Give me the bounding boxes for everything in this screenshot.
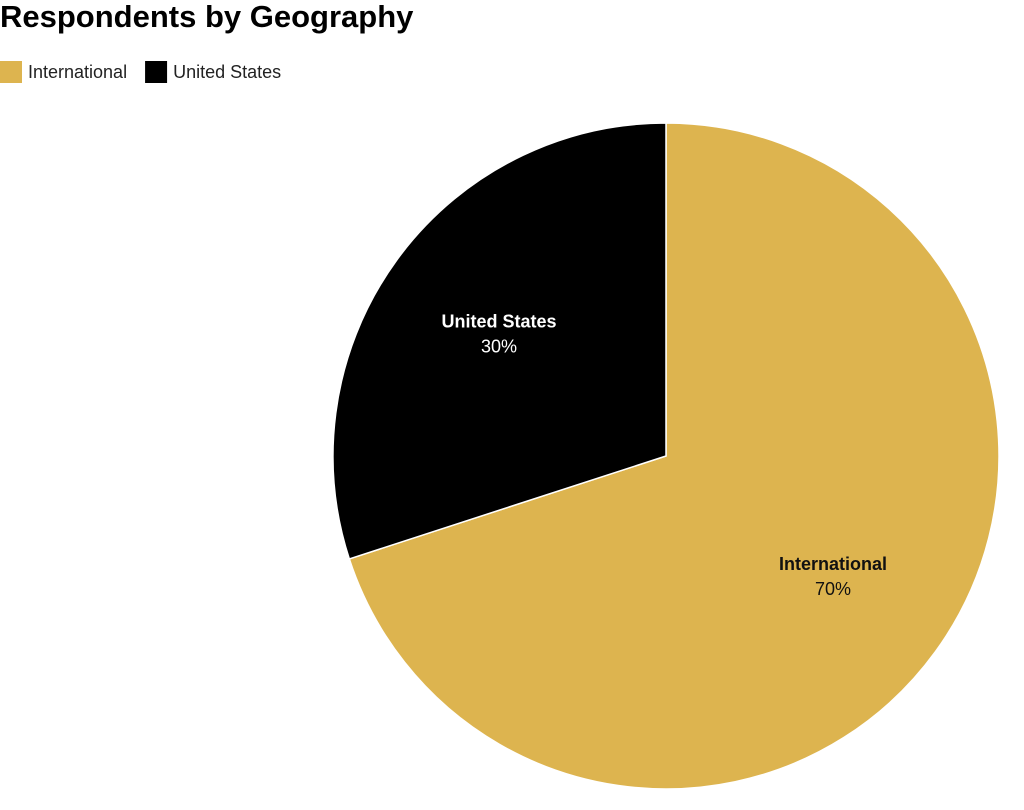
slice-value: 70% [815, 579, 851, 599]
slice-value: 30% [481, 336, 517, 356]
legend-label: International [28, 62, 127, 82]
legend-swatch [0, 61, 22, 83]
legend-swatch [145, 61, 168, 83]
legend-label: United States [173, 62, 281, 82]
slice-label: International [779, 554, 887, 574]
pie-slice [348, 122, 1000, 790]
chart-title: Respondents by Geography [0, 0, 414, 34]
slice-label: United States [441, 311, 556, 331]
pie-slice [332, 122, 667, 560]
